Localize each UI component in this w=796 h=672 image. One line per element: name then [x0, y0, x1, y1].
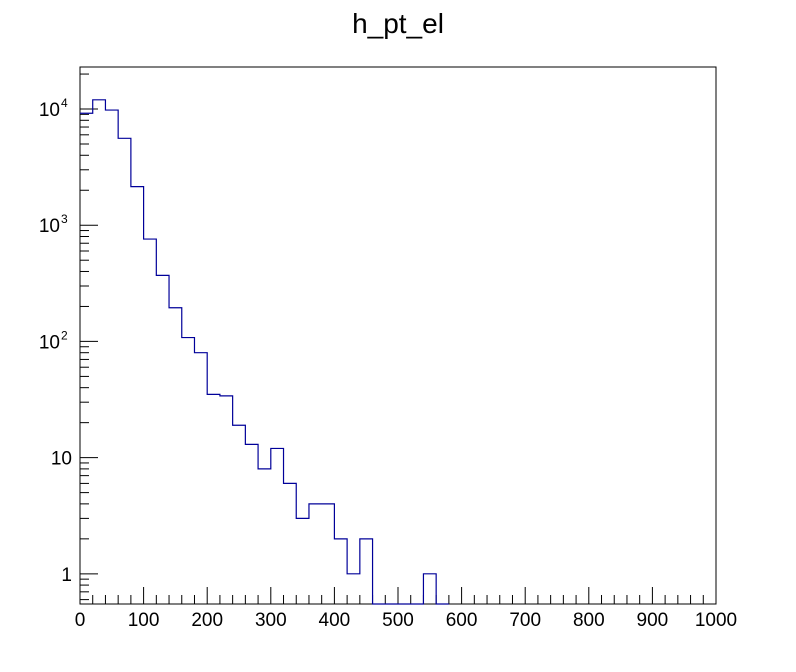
- x-tick-label: 900: [637, 610, 669, 631]
- histogram-line: [80, 99, 449, 605]
- y-tick-exponent: 4: [61, 96, 68, 110]
- x-tick-label: 0: [75, 610, 86, 631]
- y-tick-exponent: 3: [61, 212, 68, 226]
- plot-frame: [79, 66, 717, 605]
- y-tick-label: 10: [39, 332, 60, 353]
- x-tick-label: 500: [382, 610, 414, 631]
- y-tick-label: 1: [61, 565, 72, 586]
- x-tick-label: 1000: [695, 610, 737, 631]
- x-tick-label: 600: [446, 610, 478, 631]
- y-tick-label: 10: [39, 100, 60, 121]
- x-tick-label: 300: [255, 610, 287, 631]
- x-tick-label: 200: [191, 610, 223, 631]
- histogram-bins: [80, 100, 449, 604]
- x-tick-label: 800: [573, 610, 605, 631]
- y-tick-label: 10: [39, 216, 60, 237]
- x-tick-label: 100: [128, 610, 160, 631]
- y-tick-label: 10: [51, 449, 72, 470]
- x-axis: 0 100 200 300 400 500 600 700 800 900 1000: [75, 587, 737, 631]
- y-tick-exponent: 2: [61, 328, 68, 342]
- chart-title: h_pt_el: [352, 8, 444, 39]
- x-tick-label: 400: [319, 610, 351, 631]
- x-tick-label: 700: [509, 610, 541, 631]
